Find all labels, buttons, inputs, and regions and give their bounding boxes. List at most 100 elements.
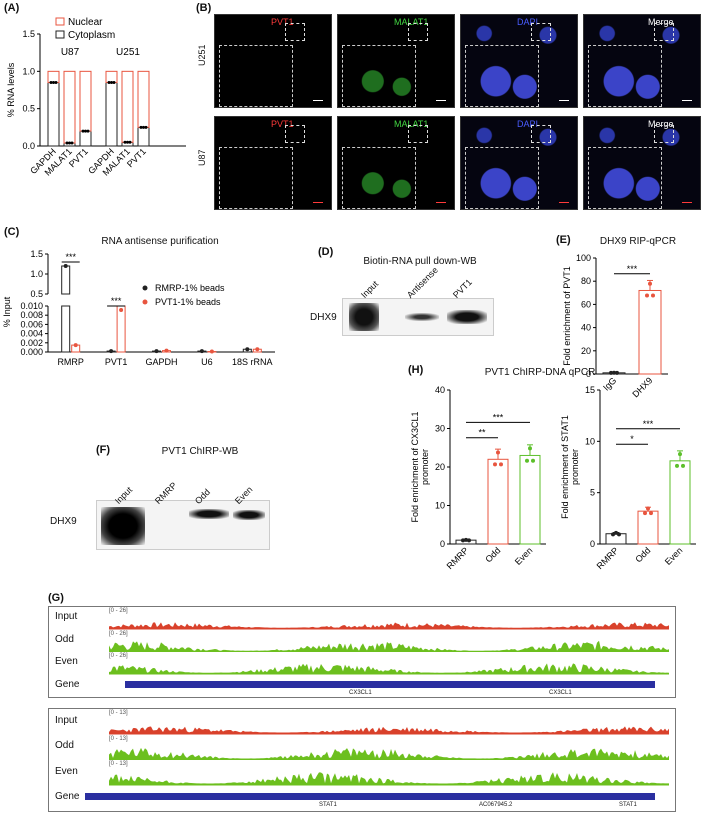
- panel-c-title: RNA antisense purification: [101, 236, 219, 247]
- chart-a: 0.00.51.01.5% RNA levelsGAPDHMALAT1PVT1U…: [6, 17, 186, 178]
- chart-a-ytick-label: 0.0: [22, 141, 35, 151]
- chart-c-ytick-label: 0.004: [20, 329, 43, 339]
- panel-letter-a: (A): [4, 2, 20, 14]
- chartE-bar: [638, 289, 662, 375]
- gene-name-label: CX3CL1: [349, 689, 372, 696]
- chart-c-point: [209, 349, 214, 354]
- gene-model: [125, 680, 655, 688]
- track-block-stat1: Input [0 - 13] Odd [0 - 13] Even [0 - 13] Gene…: [48, 708, 676, 812]
- chart-c-point: [164, 348, 169, 353]
- micro-scale-bar: [682, 100, 692, 101]
- micro-zoom-inset: [342, 45, 416, 107]
- panel-e-title: DHX9 RIP-qPCR: [599, 236, 677, 247]
- micro-zoom-box: [408, 125, 428, 143]
- chart-a-point: [112, 81, 116, 85]
- track-label-odd: Odd: [55, 740, 74, 752]
- chart-a-bar-cytoplasm: [105, 82, 118, 147]
- gene-name-label: STAT1: [619, 802, 637, 809]
- blot-f-protein: DHX9: [50, 516, 77, 527]
- chart-a-point: [49, 81, 53, 85]
- chartH1-ytick-label: 30: [435, 424, 445, 434]
- chartH2-point: [681, 463, 685, 468]
- chart-c-point: [199, 349, 204, 354]
- track-signal-odd: [109, 640, 669, 652]
- micro-zoom-inset: [588, 147, 662, 209]
- blot-d-lane-antisense: Antisense: [404, 264, 440, 300]
- chartH2-point: [675, 463, 679, 468]
- chartH1-point: [493, 462, 497, 467]
- chartH1-sig-label: **: [478, 428, 486, 438]
- chart-a-legend-nuclear: Nuclear: [68, 17, 103, 28]
- chartH1-xtick-label: Odd: [483, 545, 502, 564]
- chart-a-point: [123, 140, 127, 144]
- blot-f-band-even: [233, 510, 265, 520]
- chart-a-xtick-label: PVT1: [125, 146, 148, 169]
- row-label-u87: U87: [197, 149, 207, 166]
- chartH2-point: [611, 532, 615, 537]
- chart-c-legend-label: RMRP-1% beads: [155, 283, 225, 293]
- chart-c: 0.5 1.0 1.5 0.0000.0020.0040.0060.0080.010%…: [2, 249, 275, 367]
- chartH2-ylabel: Fold enrichment of STAT1: [560, 415, 570, 519]
- chart-c-ytick-label: 1.5: [30, 249, 43, 259]
- track-area: [109, 747, 669, 760]
- chart-c-point: [73, 343, 78, 348]
- chart-a-legend-swatch-cytoplasm: [55, 30, 65, 39]
- micro-channel-label: PVT1: [271, 17, 294, 27]
- blot-d-band-pvt1: [447, 310, 487, 324]
- chart-c-point: [154, 349, 159, 354]
- chart-c-ytick-label: 0.5: [30, 289, 43, 299]
- track-label-odd: Odd: [55, 633, 74, 645]
- chartH1-bar: [519, 454, 541, 545]
- panel-f-title: PVT1 ChIRP-WB: [161, 446, 239, 457]
- chart-a-point: [107, 81, 111, 85]
- chartH2-ytick-label: 15: [585, 385, 595, 395]
- track-signal-odd: [109, 747, 669, 760]
- chart-a-ytick-label: 1.0: [22, 66, 35, 76]
- chartH1-point: [496, 450, 500, 455]
- chartE-ylabel: Fold enrichment of PVT1: [562, 266, 572, 366]
- chartH2-sig-label: *: [630, 434, 634, 444]
- chart-a-legend-swatch-nuclear: [55, 17, 65, 26]
- track-label-even: Even: [55, 656, 78, 668]
- micro-channel-label: MALAT1: [394, 119, 429, 129]
- micro-zoom-box: [654, 125, 674, 143]
- chart-a-ytick-label: 0.5: [22, 104, 35, 114]
- chart-a-point: [86, 129, 90, 133]
- panel-letter-c: (C): [4, 226, 20, 238]
- chart-c-point: [245, 347, 250, 352]
- chartH1-point: [461, 538, 465, 543]
- chartH2-ylabel: promoter: [570, 449, 580, 485]
- chart-a-point: [52, 81, 55, 85]
- chart-a-group-label: U251: [116, 47, 140, 58]
- chartH2-point: [649, 511, 653, 516]
- chartE-point: [651, 293, 655, 298]
- micro-scale-bar: [436, 202, 446, 203]
- track-block-cx3cl1: Input [0 - 26] Odd [0 - 26] Even [0 - 26] Gene…: [48, 606, 676, 698]
- chart-c-xtick-label: GAPDH: [145, 357, 177, 367]
- track-range: [0 - 26]: [109, 630, 128, 637]
- micro-u87-malat1: MALAT1: [337, 116, 455, 210]
- panel-letter-d: (D): [318, 246, 334, 258]
- chart-c-ytick-label: 0.010: [20, 301, 43, 311]
- chartH1-ytick-label: 0: [440, 539, 445, 549]
- chartE-point: [609, 370, 613, 375]
- chart-c-point: [255, 347, 260, 352]
- chart-c-xtick-label: 18S rRNA: [232, 357, 273, 367]
- micro-u87-pvt1: PVT1: [214, 116, 332, 210]
- track-label-input: Input: [55, 714, 78, 726]
- blot-d: [342, 298, 494, 336]
- chartH1-point: [499, 462, 503, 467]
- micro-zoom-box: [408, 23, 428, 41]
- chart-c-ytick-label: 0.000: [20, 347, 43, 357]
- chart-c-ytick-label: 0.008: [20, 310, 43, 320]
- chartH2-xtick-label: RMRP: [595, 545, 621, 571]
- chart-a-bar-nuclear: [47, 70, 60, 84]
- panel-letter-h: (H): [408, 364, 424, 376]
- chart-a-point: [81, 129, 85, 133]
- gene-model: [85, 793, 655, 801]
- track-label-even: Even: [55, 765, 78, 777]
- panel-letter-e: (E): [556, 234, 571, 246]
- chart-c-legend-label: PVT1-1% beads: [155, 297, 221, 307]
- micro-zoom-inset: [342, 147, 416, 209]
- chartH2-xtick-label: Even: [663, 545, 685, 567]
